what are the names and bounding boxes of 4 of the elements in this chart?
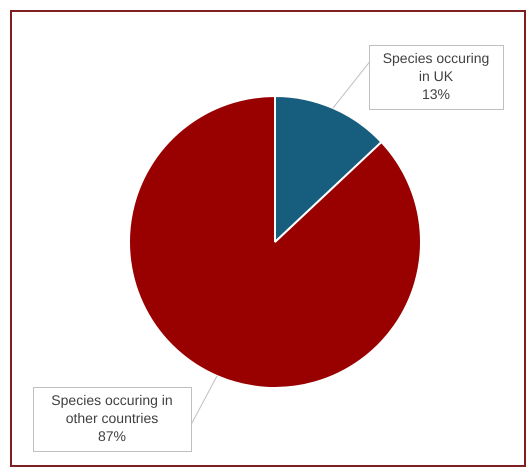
slice-label: Species occuring in UK [382, 50, 490, 84]
data-label: 13% [422, 86, 450, 102]
slice-label: Species occuring in other countries [51, 392, 173, 426]
data-label: 87% [98, 428, 126, 444]
